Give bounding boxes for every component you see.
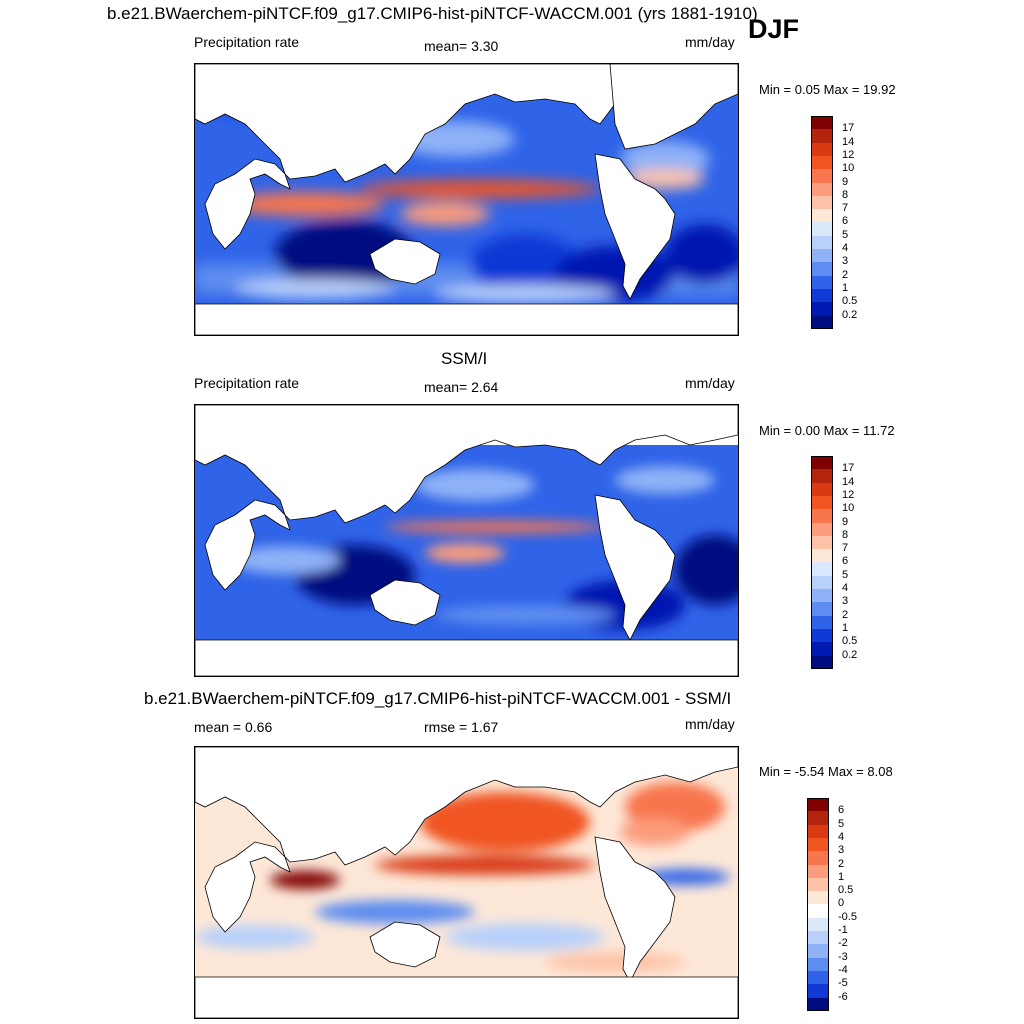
colorbar-tick-label: 6 bbox=[838, 804, 845, 817]
panel3-map bbox=[194, 746, 739, 1019]
colorbar-tick-label: 4 bbox=[842, 242, 849, 254]
colorbar-tick-label: 14 bbox=[842, 475, 855, 488]
panel2-mean-label: mean= 2.64 bbox=[424, 379, 499, 395]
panel1-map bbox=[194, 63, 739, 336]
colorbar-tick-label: -1 bbox=[838, 924, 848, 936]
panel1-mean-label: mean= 3.30 bbox=[424, 38, 499, 54]
panel3-units-label: mm/day bbox=[685, 716, 735, 732]
colorbar-tick-label: 10 bbox=[842, 162, 855, 175]
colorbar-tick-label: -0.5 bbox=[838, 910, 857, 923]
colorbar-tick-label: 2 bbox=[838, 857, 845, 870]
colorbar-tick-label: 3 bbox=[842, 255, 849, 268]
colorbar-tick-label: -2 bbox=[838, 937, 848, 950]
colorbar-tick-label: 4 bbox=[842, 582, 849, 594]
colorbar-frame bbox=[807, 798, 829, 1011]
colorbar-tick-label: 0.2 bbox=[842, 648, 858, 661]
colorbar-tick-label: 0.5 bbox=[838, 884, 854, 897]
colorbar-tick-label: 8 bbox=[842, 188, 849, 201]
colorbar-tick-label: 17 bbox=[842, 462, 855, 475]
colorbar-tick-label: -6 bbox=[838, 990, 848, 1003]
panel2-title: SSM/I bbox=[441, 349, 488, 368]
colorbar-tick-label: 2 bbox=[842, 608, 849, 621]
colorbar-tick-label: 2 bbox=[842, 268, 849, 281]
colorbar-tick-label: 8 bbox=[842, 528, 849, 541]
colorbar-tick-label: 0.2 bbox=[842, 308, 858, 321]
colorbar-tick-label: 6 bbox=[842, 215, 849, 228]
colorbar-tick-label: 3 bbox=[842, 595, 849, 608]
panel2-minmax: Min = 0.00 Max = 11.72 bbox=[759, 423, 895, 438]
panel1-variable-label: Precipitation rate bbox=[194, 34, 300, 50]
colorbar-tick-label: 5 bbox=[842, 568, 849, 581]
colorbar-tick-label: -5 bbox=[838, 977, 848, 990]
colorbar-tick-label: 6 bbox=[842, 555, 849, 568]
colorbar-tick-label: 12 bbox=[842, 488, 855, 501]
panel3-rmse-label: rmse = 1.67 bbox=[424, 719, 499, 735]
colorbar-tick-label: 5 bbox=[842, 228, 849, 241]
colorbar-tick-label: 0.5 bbox=[842, 635, 858, 648]
season-label: DJF bbox=[748, 14, 800, 44]
colorbar-tick-label: 9 bbox=[842, 515, 849, 528]
colorbar-tick-label: 1 bbox=[838, 870, 845, 883]
colorbar-tick-label: 17 bbox=[842, 122, 855, 135]
colorbar-tick-label: 7 bbox=[842, 202, 849, 215]
colorbar-tick-label: 1 bbox=[842, 281, 849, 294]
colorbar-tick-label: 14 bbox=[842, 135, 855, 148]
panel1-land bbox=[195, 64, 738, 335]
colorbar-tick-label: -3 bbox=[838, 950, 848, 963]
colorbar-tick-label: 7 bbox=[842, 542, 849, 555]
colorbar-tick-label: 12 bbox=[842, 148, 855, 161]
panel2-variable-label: Precipitation rate bbox=[194, 375, 300, 391]
figure-title: b.e21.BWaerchem-piNTCF.f09_g17.CMIP6-his… bbox=[107, 4, 758, 23]
panel2-map bbox=[194, 404, 739, 677]
colorbar-tick-label: 5 bbox=[838, 817, 845, 830]
colorbar-frame bbox=[811, 116, 833, 329]
colorbar-tick-label: 0 bbox=[838, 897, 845, 910]
colorbar-tick-label: 1 bbox=[842, 621, 849, 634]
colorbar-tick-label: 9 bbox=[842, 175, 849, 188]
panel1-minmax: Min = 0.05 Max = 19.92 bbox=[759, 82, 896, 97]
panel3-land bbox=[195, 747, 738, 1018]
panel2-units-label: mm/day bbox=[685, 375, 735, 391]
colorbar-tick-label: -4 bbox=[838, 963, 848, 976]
colorbar-tick-label: 4 bbox=[838, 830, 845, 843]
panel3-minmax: Min = -5.54 Max = 8.08 bbox=[759, 764, 893, 779]
colorbar-tick-label: 0.5 bbox=[842, 295, 858, 308]
panel3-title: b.e21.BWaerchem-piNTCF.f09_g17.CMIP6-his… bbox=[144, 689, 732, 708]
colorbar-tick-label: 3 bbox=[838, 844, 845, 857]
colorbar-tick-label: 10 bbox=[842, 502, 855, 515]
panel2-land bbox=[195, 405, 738, 676]
panel3-mean-label: mean = 0.66 bbox=[194, 719, 273, 735]
colorbar-frame bbox=[811, 456, 833, 669]
panel1-units-label: mm/day bbox=[685, 34, 735, 50]
